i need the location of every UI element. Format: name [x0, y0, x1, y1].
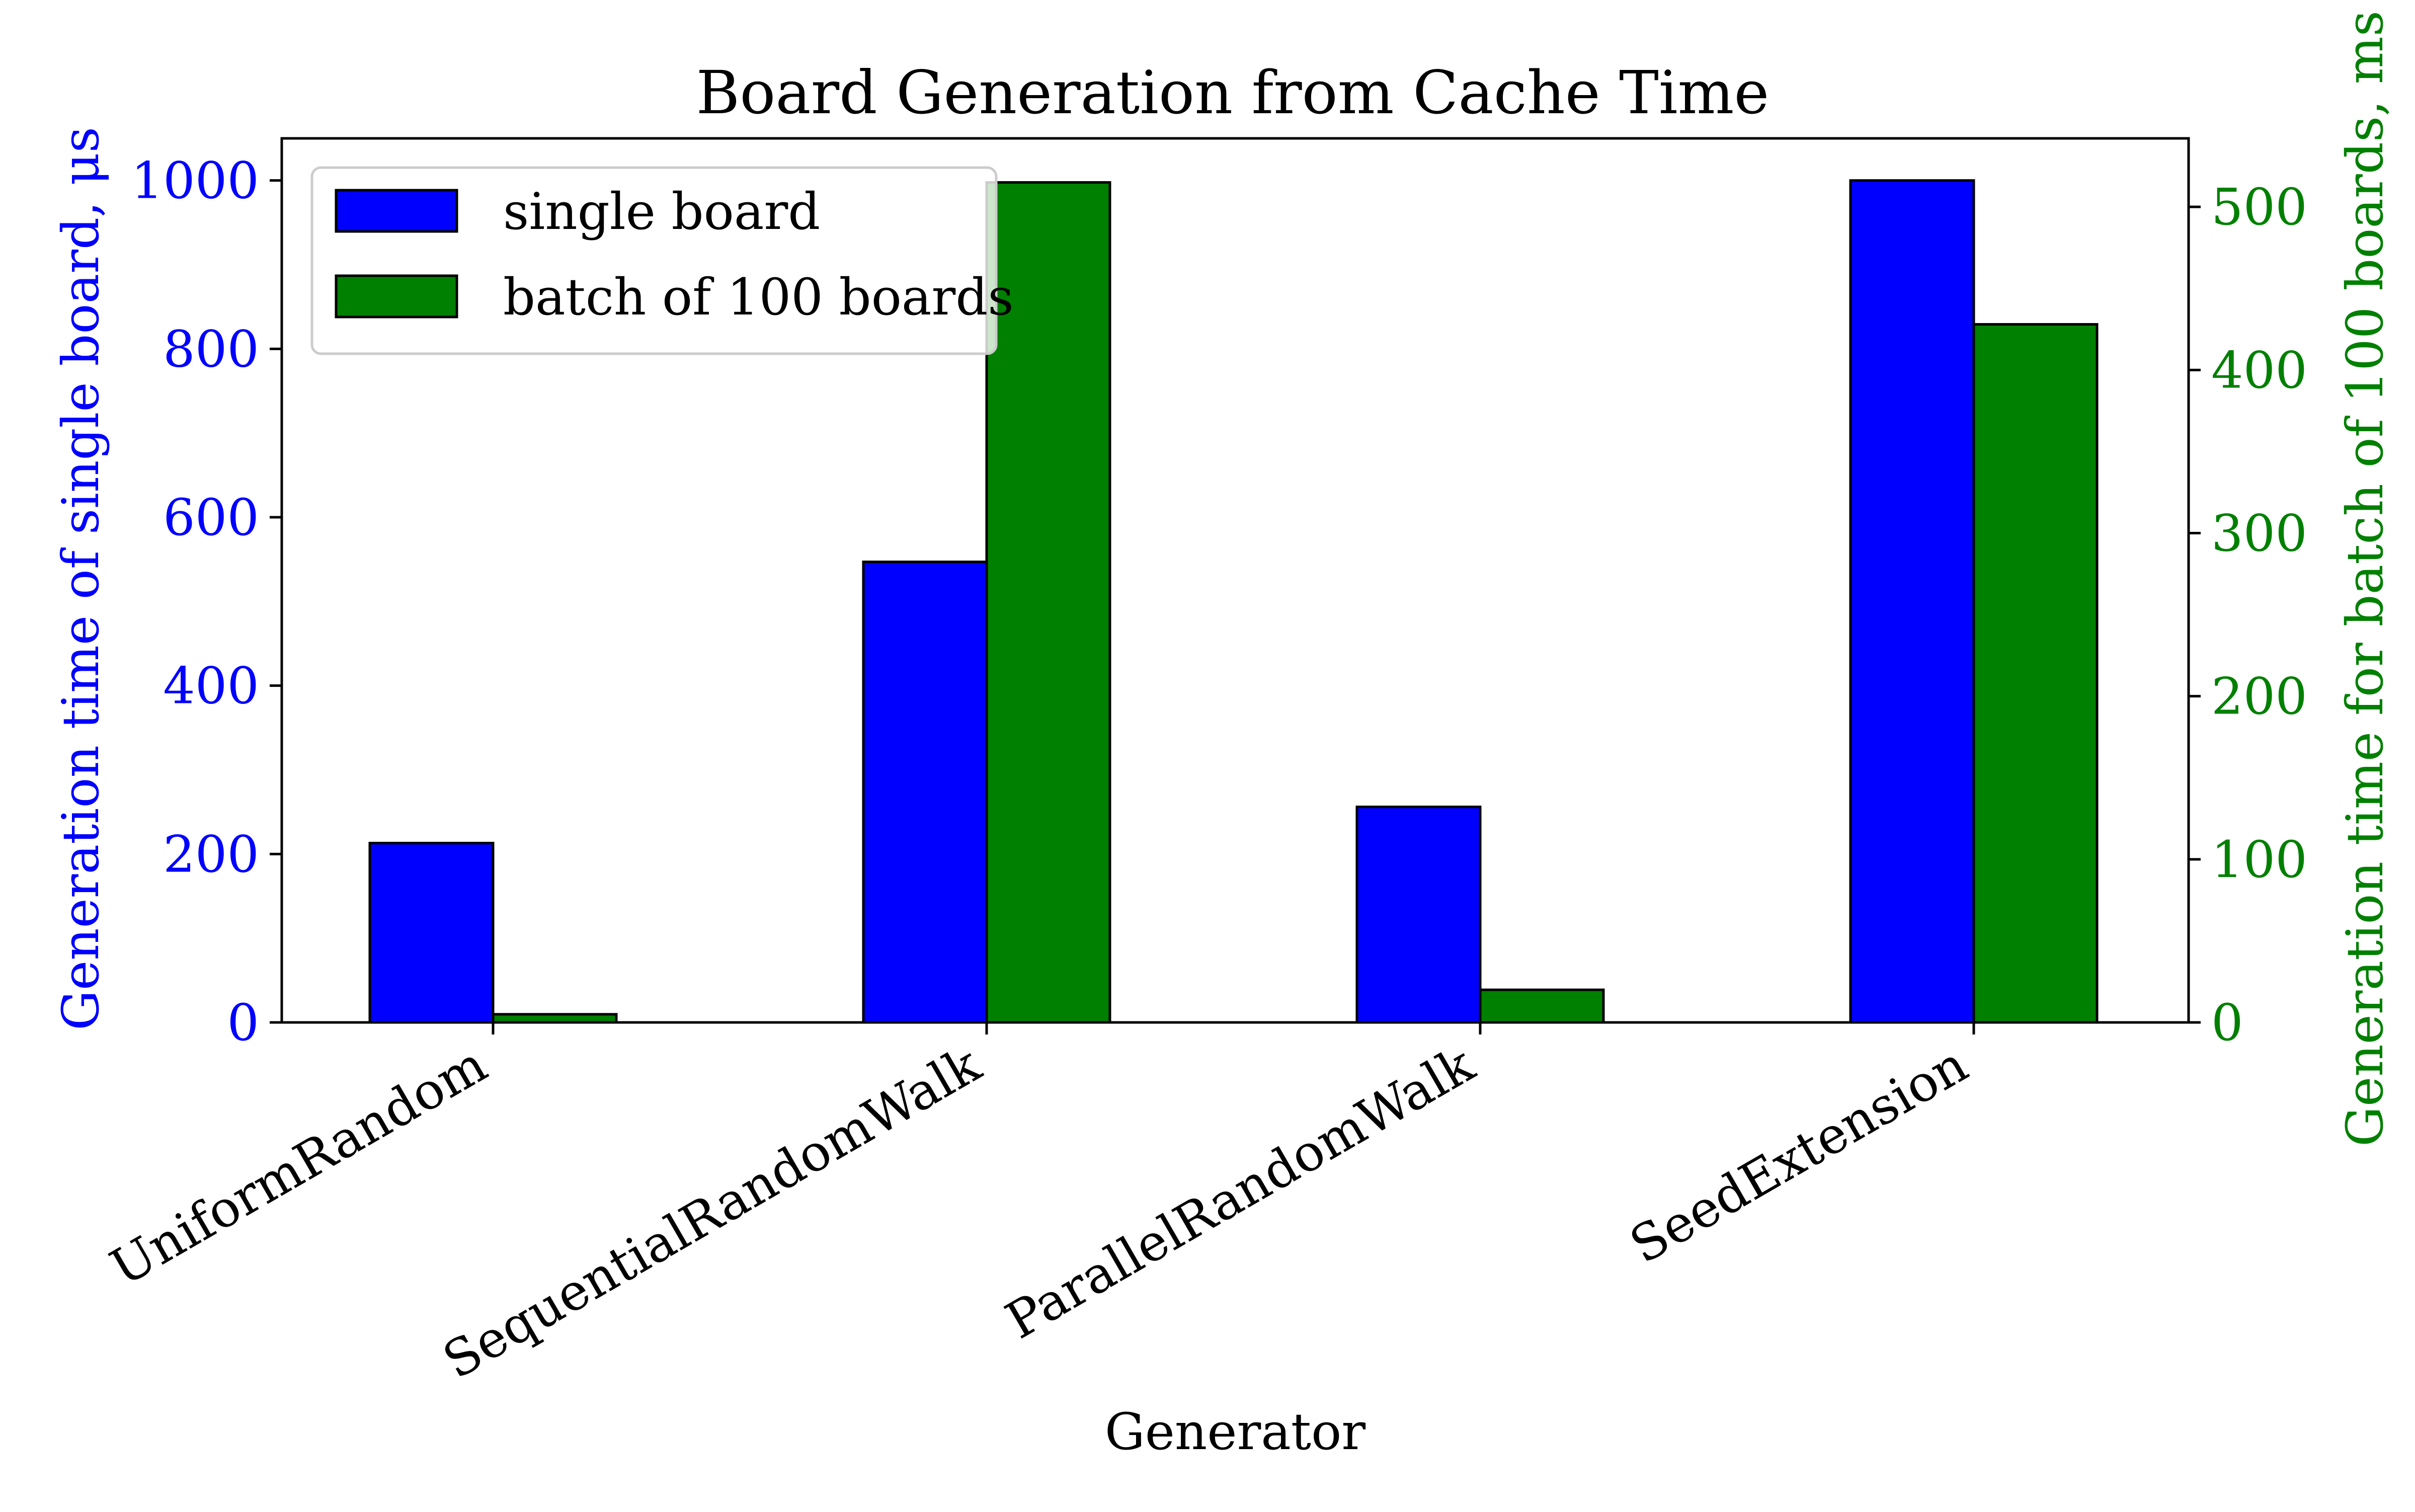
bar-single-board-ParallelRandomWalk	[1355, 806, 1482, 1024]
right-tick-label: 300	[2211, 504, 2307, 563]
legend-label-single-board: single board	[503, 182, 820, 241]
left-tick-label: 200	[163, 825, 259, 884]
bar-batch-SeedExtension	[1972, 323, 2099, 1024]
left-tick-label: 1000	[131, 151, 260, 210]
right-axis-ticks: 0 100 200 300 400 500	[2189, 178, 2307, 1052]
legend-swatch-batch	[335, 274, 458, 319]
chart-title: Board Generation from Cache Time	[696, 58, 1769, 127]
plot-frame	[280, 137, 2190, 1024]
right-tick-label: 0	[2211, 993, 2243, 1052]
legend-box	[310, 166, 998, 355]
right-tick-label: 200	[2211, 667, 2307, 726]
bars-layer	[368, 179, 2099, 1024]
right-tick-label: 400	[2211, 341, 2307, 400]
legend-swatch-single-board	[335, 189, 458, 233]
bar-single-board-UniformRandom	[368, 842, 495, 1024]
left-tick-label: 0	[227, 993, 259, 1052]
right-tick-label: 500	[2211, 178, 2307, 236]
bar-batch-ParallelRandomWalk	[1479, 988, 1605, 1024]
bar-batch-SequentialRandomWalk	[985, 181, 1111, 1024]
left-tick-label: 600	[163, 488, 259, 547]
bar-single-board-SeedExtension	[1849, 179, 1975, 1024]
legend-label-batch: batch of 100 boards	[503, 268, 1014, 327]
bar-single-board-SequentialRandomWalk	[862, 561, 988, 1024]
right-tick-label: 100	[2211, 830, 2307, 889]
legend: single board batch of 100 boards	[310, 166, 1014, 355]
x-axis-label: Generator	[1105, 1402, 1365, 1461]
left-axis-label: Generation time of single board, μs	[51, 127, 110, 1030]
right-axis-label: Generation time for batch of 100 boards,…	[2336, 11, 2394, 1147]
left-tick-label: 400	[163, 657, 259, 715]
left-tick-label: 800	[163, 320, 259, 378]
left-axis-ticks: 0 200 400 600 800 1000	[131, 151, 282, 1052]
